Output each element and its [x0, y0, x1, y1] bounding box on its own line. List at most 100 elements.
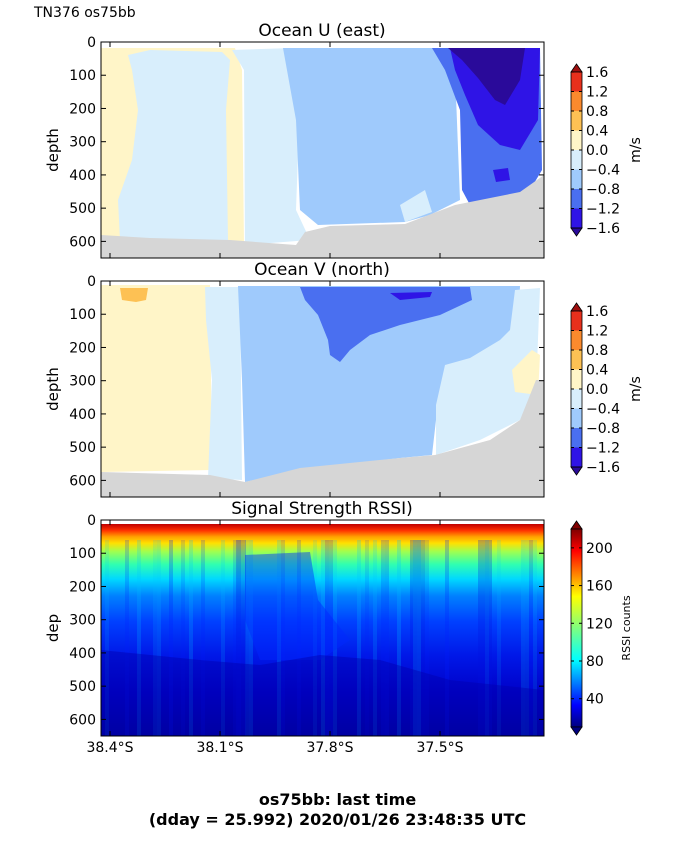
colorbar-segment [571, 428, 582, 448]
rssi-column [297, 540, 301, 736]
region-orange-patch [120, 288, 148, 302]
region-light-blue [283, 48, 460, 225]
colorbar-tick-label: −1.2 [586, 441, 620, 457]
y-axis: 0 100 200 300 400 500 600 [69, 274, 544, 489]
rssi-column [533, 540, 537, 736]
rssi-column [425, 540, 429, 736]
colorbar-rssi: 200 160 120 80 40 RSSI counts [570, 520, 633, 736]
region-positive-east [512, 350, 540, 395]
rssi-column [333, 540, 337, 736]
x-tick-label: 37.8°S [306, 740, 353, 756]
rssi-column [277, 540, 281, 736]
y-tick-label: 300 [69, 374, 96, 390]
rssi-mid-anomaly [245, 552, 350, 660]
colorbar-segment [571, 111, 582, 131]
region-land-mask [101, 380, 544, 497]
rssi-column [410, 540, 425, 736]
rssi-column [137, 540, 141, 736]
y-tick-label: 400 [69, 407, 96, 423]
rssi-column [249, 540, 253, 736]
colorbar-tick-label: 1.6 [586, 304, 608, 320]
region-extreme-negative [448, 48, 525, 105]
y-tick-label: 0 [87, 35, 96, 51]
rssi-column [445, 540, 449, 736]
colorbar-segment [571, 169, 582, 189]
panel-title: Ocean U (east) [258, 21, 385, 41]
colorbar-label: m/s [628, 376, 644, 402]
colorbar-label: RSSI counts [620, 595, 633, 660]
colorbar-extend-high [570, 302, 583, 312]
contour-field [101, 42, 544, 258]
y-tick-label: 200 [69, 101, 96, 117]
panel-ocean-v: Ocean V (north) 0 100 200 300 400 500 600 dept… [44, 260, 545, 498]
rssi-column [417, 540, 421, 736]
colorbar-tick-label: −0.8 [586, 421, 620, 437]
y-tick-label: 400 [69, 646, 96, 662]
colorbar-tick-label: 40 [586, 692, 604, 708]
rssi-column [365, 540, 369, 736]
region-weak-negative-west [205, 287, 242, 480]
x-axis-ticks [109, 42, 441, 258]
colorbar-extend-low [570, 726, 583, 736]
plot-frame [100, 280, 545, 498]
rssi-column [373, 540, 377, 736]
colorbar-tick-label: 0.4 [586, 363, 608, 379]
y-tick-label: 300 [69, 613, 96, 629]
rssi-column [245, 540, 249, 736]
colorbar-tick-label: 0.8 [586, 343, 608, 359]
colorbar-tick-label: −1.2 [586, 202, 620, 218]
rssi-column [201, 540, 205, 736]
y-tick-label: 600 [69, 473, 96, 489]
colorbar-extend-high [570, 63, 583, 73]
y-tick-label: 300 [69, 135, 96, 151]
y-axis-label: depth [44, 128, 62, 172]
y-tick-label: 100 [69, 307, 96, 323]
rssi-column [221, 540, 225, 736]
rssi-column [233, 540, 237, 736]
region-weak-negative-east [400, 190, 432, 222]
colorbar-extend-low [570, 466, 583, 476]
rssi-column [385, 540, 389, 736]
colorbar-tick-label: −1.6 [586, 460, 620, 476]
x-tick-label: 38.4°S [86, 740, 133, 756]
y-axis: 0 100 200 300 400 500 600 [69, 35, 544, 250]
contour-field [101, 281, 544, 497]
y-tick-label: 0 [87, 274, 96, 290]
colorbar-segment [571, 150, 582, 170]
footer-title: os75bb: last time [258, 790, 417, 809]
x-tick-label: 37.5°S [416, 740, 463, 756]
colorbar-tick-label: −1.6 [586, 221, 620, 237]
rssi-column [313, 540, 317, 736]
colorbar-extend-low [570, 227, 583, 237]
plot-frame [100, 41, 545, 259]
region-medium-blue [300, 287, 472, 362]
plot-frame [100, 519, 545, 737]
rssi-column [189, 540, 193, 736]
rssi-column [485, 540, 489, 736]
rssi-column [497, 540, 501, 736]
region-weak-negative-mid [232, 48, 310, 245]
colorbar-tick-label: 200 [586, 541, 613, 557]
y-axis-label: depth [44, 367, 62, 411]
rssi-column [237, 540, 241, 736]
colorbar-segment [571, 72, 582, 92]
colorbar-segment [571, 350, 582, 370]
y-tick-label: 200 [69, 579, 96, 595]
colorbar-tick-label: −0.4 [586, 163, 620, 179]
colorbar-tick-label: 160 [586, 579, 613, 595]
rssi-column [478, 540, 492, 736]
colorbar-ocean-u: 1.6 1.2 0.8 0.4 0.0 −0.4 −0.8 −1.2 −1.6 m/s [570, 63, 644, 237]
colorbar-ocean-v: 1.6 1.2 0.8 0.4 0.0 −0.4 −0.8 −1.2 −1.6 m/s [570, 302, 644, 476]
rssi-column [169, 540, 173, 736]
colorbar-tick-label: 1.2 [586, 324, 608, 340]
region-land-mask [101, 175, 544, 258]
rssi-column [381, 540, 385, 736]
x-axis-ticks [109, 281, 441, 497]
colorbar-segment [571, 208, 582, 228]
rssi-column [529, 540, 533, 736]
y-tick-label: 0 [87, 513, 96, 529]
panel-title: Ocean V (north) [254, 260, 390, 280]
rssi-vertical-structure [105, 540, 537, 736]
colorbar-label: m/s [628, 137, 644, 163]
